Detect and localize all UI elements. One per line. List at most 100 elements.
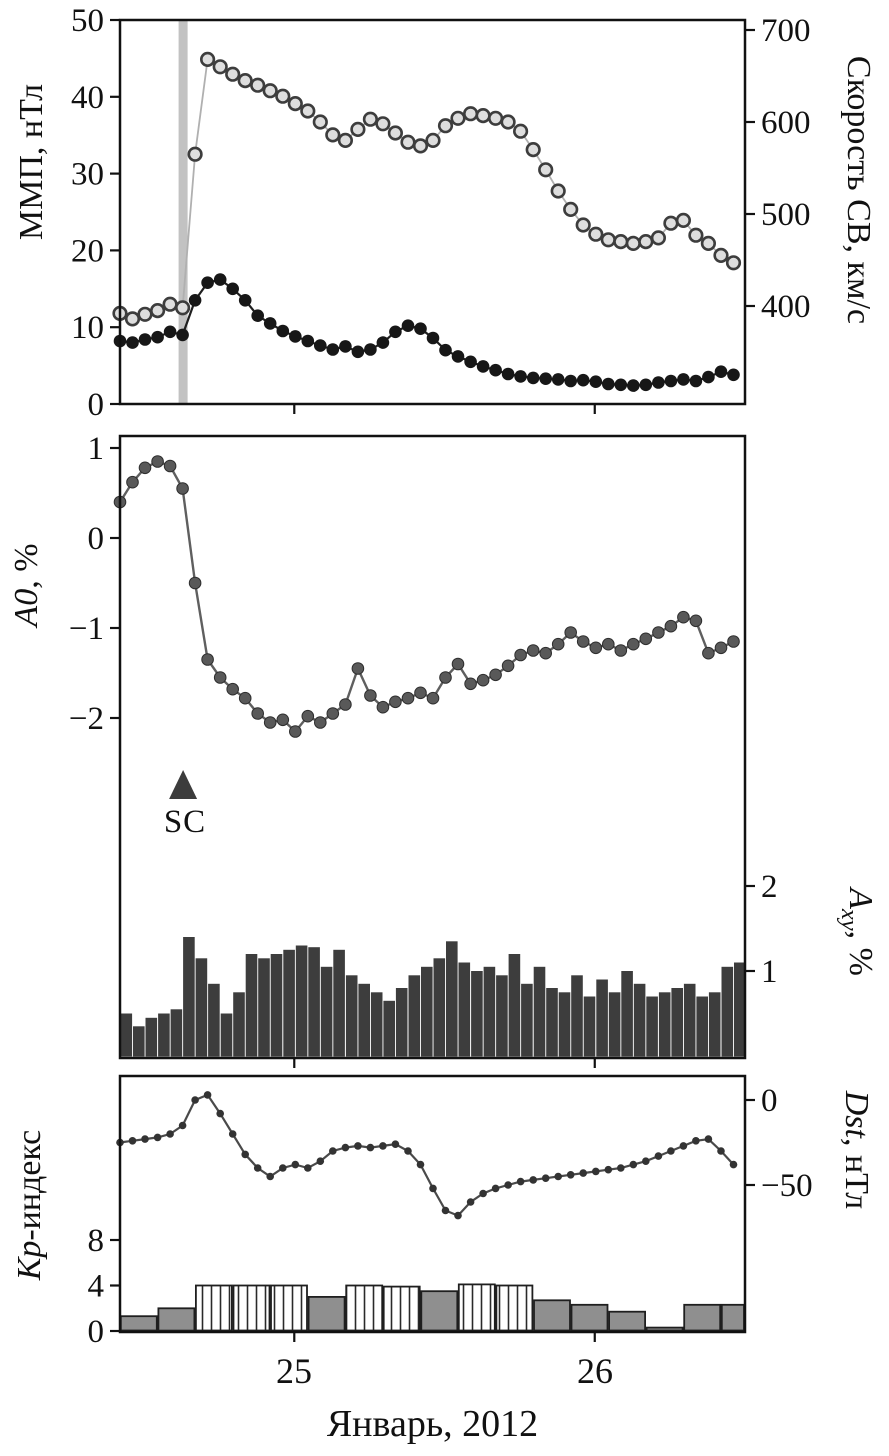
imf-marker: [376, 336, 390, 349]
a0-marker: [451, 657, 465, 671]
panel-frame-bottom: [118, 1074, 747, 1334]
tick-label: 1: [761, 954, 778, 990]
speed-marker: [538, 162, 554, 178]
dst-marker: [579, 1169, 587, 1177]
axy-bar: [696, 996, 708, 1057]
panel-imf-speed: [112, 21, 742, 403]
tick-label: 4: [88, 1269, 105, 1305]
dst-marker: [454, 1211, 462, 1220]
kp-bar: [420, 1290, 459, 1332]
a0-marker: [238, 691, 252, 705]
imf-marker: [727, 368, 740, 382]
imf-marker: [126, 336, 139, 349]
a0-marker: [213, 671, 227, 684]
imf-marker: [401, 319, 415, 333]
axy-bar: [208, 983, 220, 1057]
a0-marker: [464, 677, 477, 691]
a0-marker: [263, 716, 277, 729]
x-tick-label-26: 26: [577, 1351, 613, 1391]
a0-marker: [614, 644, 628, 657]
dst-line: [119, 1093, 735, 1217]
x-tick-label-25: 25: [276, 1351, 312, 1391]
tick-label: 0: [88, 387, 105, 423]
kp-bar-open: [495, 1284, 534, 1332]
dst-marker: [491, 1184, 500, 1193]
dst-marker: [729, 1160, 738, 1169]
axy-bar: [546, 988, 558, 1057]
axis-label-axy-var: A: [842, 888, 879, 909]
dst-marker: [629, 1160, 638, 1169]
speed-marker: [475, 107, 491, 124]
imf-marker: [564, 374, 577, 388]
speed-marker: [550, 183, 566, 199]
speed-marker: [450, 110, 466, 126]
dst-marker: [178, 1121, 187, 1130]
tick-label: 600: [761, 105, 811, 141]
imf-marker: [539, 372, 552, 386]
imf-marker: [301, 334, 315, 348]
axy-bar: [496, 975, 508, 1057]
speed-marker: [512, 123, 529, 139]
axy-bar: [333, 949, 345, 1057]
kp-bar: [533, 1299, 571, 1332]
sc-shock-band: [178, 21, 188, 403]
dst-marker: [141, 1135, 149, 1143]
imf-marker: [176, 328, 189, 342]
dst-marker: [404, 1147, 412, 1155]
tick-label: 400: [761, 289, 811, 325]
a0-marker: [151, 455, 164, 468]
dst-marker: [704, 1135, 713, 1143]
speed-marker: [650, 230, 667, 246]
axy-bar: [120, 1013, 133, 1057]
speed-marker: [588, 226, 604, 242]
a0-marker: [364, 689, 377, 702]
a0-marker: [652, 626, 665, 639]
a0-marker: [314, 716, 327, 729]
dst-marker: [604, 1165, 613, 1174]
speed-marker: [500, 114, 516, 130]
speed-marker: [200, 51, 216, 68]
axy-bar: [721, 966, 734, 1057]
speed-marker: [700, 235, 717, 251]
imf-marker: [188, 294, 202, 307]
imf-marker: [451, 350, 465, 363]
sc-annotation-label: SC: [163, 804, 207, 840]
dst-marker: [216, 1109, 224, 1118]
a0-marker: [126, 475, 139, 489]
axy-bar: [258, 958, 270, 1057]
axy-bar: [671, 988, 683, 1057]
axy-bar: [508, 954, 521, 1057]
axy-bar: [421, 966, 433, 1057]
imf-marker: [501, 367, 515, 381]
speed-marker: [575, 217, 591, 233]
a0-marker: [426, 691, 440, 705]
imf-marker: [251, 309, 264, 323]
axis-label-kp-unit: -индекс: [11, 1129, 48, 1241]
axis-label-imf: ММП, нТл: [13, 83, 50, 241]
a0-marker: [226, 682, 239, 696]
a0-marker: [602, 637, 615, 651]
axis-label-a0-unit: , %: [8, 543, 45, 589]
imf-marker: [602, 377, 615, 391]
dst-marker: [466, 1198, 475, 1206]
speed-marker: [212, 59, 228, 75]
axy-bar: [533, 966, 546, 1057]
axy-bar: [571, 975, 583, 1057]
axy-bar: [233, 992, 245, 1057]
axy-bar: [145, 1017, 158, 1057]
a0-marker: [677, 610, 690, 624]
a0-marker: [251, 707, 265, 720]
dst-marker: [228, 1130, 237, 1138]
imf-marker: [514, 370, 527, 383]
imf-marker: [276, 324, 290, 338]
speed-marker: [625, 235, 641, 251]
kp-bar-open: [232, 1284, 271, 1332]
imf-marker: [339, 340, 352, 353]
dst-marker: [692, 1137, 700, 1145]
dst-marker: [441, 1206, 450, 1215]
axy-bar: [308, 947, 320, 1057]
dst-marker: [379, 1142, 387, 1150]
imf-marker: [589, 375, 603, 389]
axy-bar: [734, 962, 746, 1057]
